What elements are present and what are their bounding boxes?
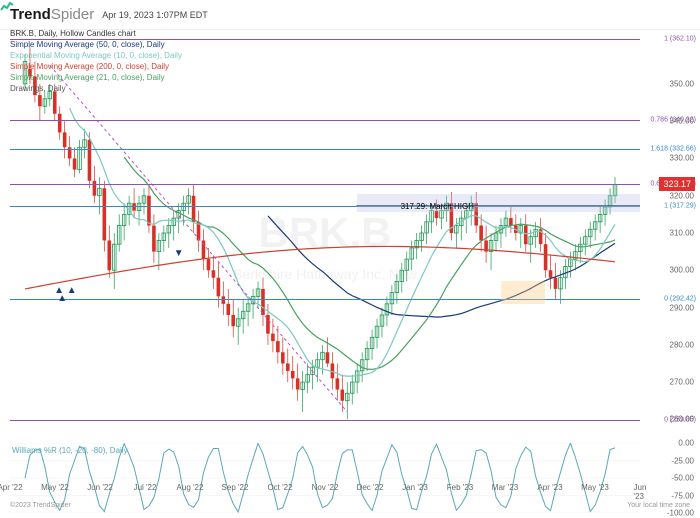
y-tick: 340.00 xyxy=(670,117,694,126)
fib-line: 1.618 (332.66) xyxy=(10,149,640,150)
fib-line: 0 (259.85) xyxy=(10,420,640,421)
signal-arrow: ▲ xyxy=(67,285,77,296)
x-tick: May '22 xyxy=(41,483,69,492)
legend-item: Exponential Moving Average (10, 0, close… xyxy=(10,50,640,61)
indicator-panel: Williams %R (10, -20, -80), Daily xyxy=(10,443,640,513)
legend-item: Drawings, Daily xyxy=(10,83,640,94)
signal-arrow: ▼ xyxy=(174,248,184,259)
y-tick: 350.00 xyxy=(670,79,694,88)
x-tick: Dec '22 xyxy=(357,483,384,492)
x-tick: Oct '22 xyxy=(267,483,292,492)
y-tick: 300.00 xyxy=(670,266,694,275)
x-tick: Aug '22 xyxy=(177,483,204,492)
x-tick: Feb '23 xyxy=(447,483,473,492)
y-tick: 310.00 xyxy=(670,229,694,238)
x-tick: Nov '22 xyxy=(312,483,339,492)
footer-copyright: ©2023 TrendSpider xyxy=(10,502,71,509)
timestamp: Apr 19, 2023 1:07PM EDT xyxy=(102,10,208,20)
chart-area[interactable]: BRK.B Berkshire Hathaway Inc. New BRK.B,… xyxy=(10,28,640,483)
signal-arrow: ▲ xyxy=(57,293,67,304)
price-panel: BRK.B Berkshire Hathaway Inc. New BRK.B,… xyxy=(10,28,640,438)
x-tick: Jun '23 xyxy=(634,483,647,501)
x-tick: Jul '22 xyxy=(134,483,157,492)
footer-localtime: Your local time zone xyxy=(627,502,690,509)
y-tick: -100.00 xyxy=(667,509,694,518)
x-tick: Jan '23 xyxy=(402,483,428,492)
y-tick: 320.00 xyxy=(670,191,694,200)
y-tick: 280.00 xyxy=(670,340,694,349)
logo: TrendSpider xyxy=(10,6,94,23)
march-high-annotation: 317.29: March HIGH xyxy=(401,202,474,211)
x-tick: Sep '22 xyxy=(222,483,249,492)
legend-item: Simple Moving Average (200, 0, close), D… xyxy=(10,61,640,72)
logo-trend: Trend xyxy=(10,6,51,23)
chart-title: BRK.B, Daily, Hollow Candles chart xyxy=(10,28,640,39)
legend-item: Simple Moving Average (21, 0, close), Da… xyxy=(10,72,640,83)
fib-line: 0 (292.42) xyxy=(10,299,640,300)
y-tick: 260.00 xyxy=(670,415,694,424)
y-tick: 270.00 xyxy=(670,378,694,387)
x-tick: Mar '23 xyxy=(492,483,518,492)
fib-line: 0.786 (340.22) xyxy=(10,120,640,121)
y-tick: 290.00 xyxy=(670,303,694,312)
legend-item: Simple Moving Average (50, 0, close), Da… xyxy=(10,39,640,50)
indicator-legend: Williams %R (10, -20, -80), Daily xyxy=(12,445,128,456)
y-axis: 260.00 270.00 280.00 290.00 300.00 310.00 320.… xyxy=(640,28,700,438)
y-tick: -50.00 xyxy=(671,474,694,483)
y-tick: 330.00 xyxy=(670,154,694,163)
demand-zone xyxy=(501,281,545,303)
x-axis: Apr '22May '22Jun '22Jul '22Aug '22Sep '… xyxy=(10,483,640,497)
supply-zone xyxy=(357,194,641,213)
y-tick: -75.00 xyxy=(671,491,694,500)
y-tick: 0.00 xyxy=(678,439,694,448)
fib-line: 0.618 (323.04) xyxy=(10,184,640,185)
legends: BRK.B, Daily, Hollow Candles chartSimple… xyxy=(10,28,640,94)
x-tick: May '23 xyxy=(581,483,609,492)
header: TrendSpider Apr 19, 2023 1:07PM EDT xyxy=(0,0,700,30)
y-tick: -25.00 xyxy=(671,456,694,465)
logo-spider: Spider xyxy=(51,6,94,23)
x-tick: Apr '23 xyxy=(537,483,562,492)
x-tick: Apr '22 xyxy=(0,483,23,492)
x-tick: Jun '22 xyxy=(87,483,113,492)
